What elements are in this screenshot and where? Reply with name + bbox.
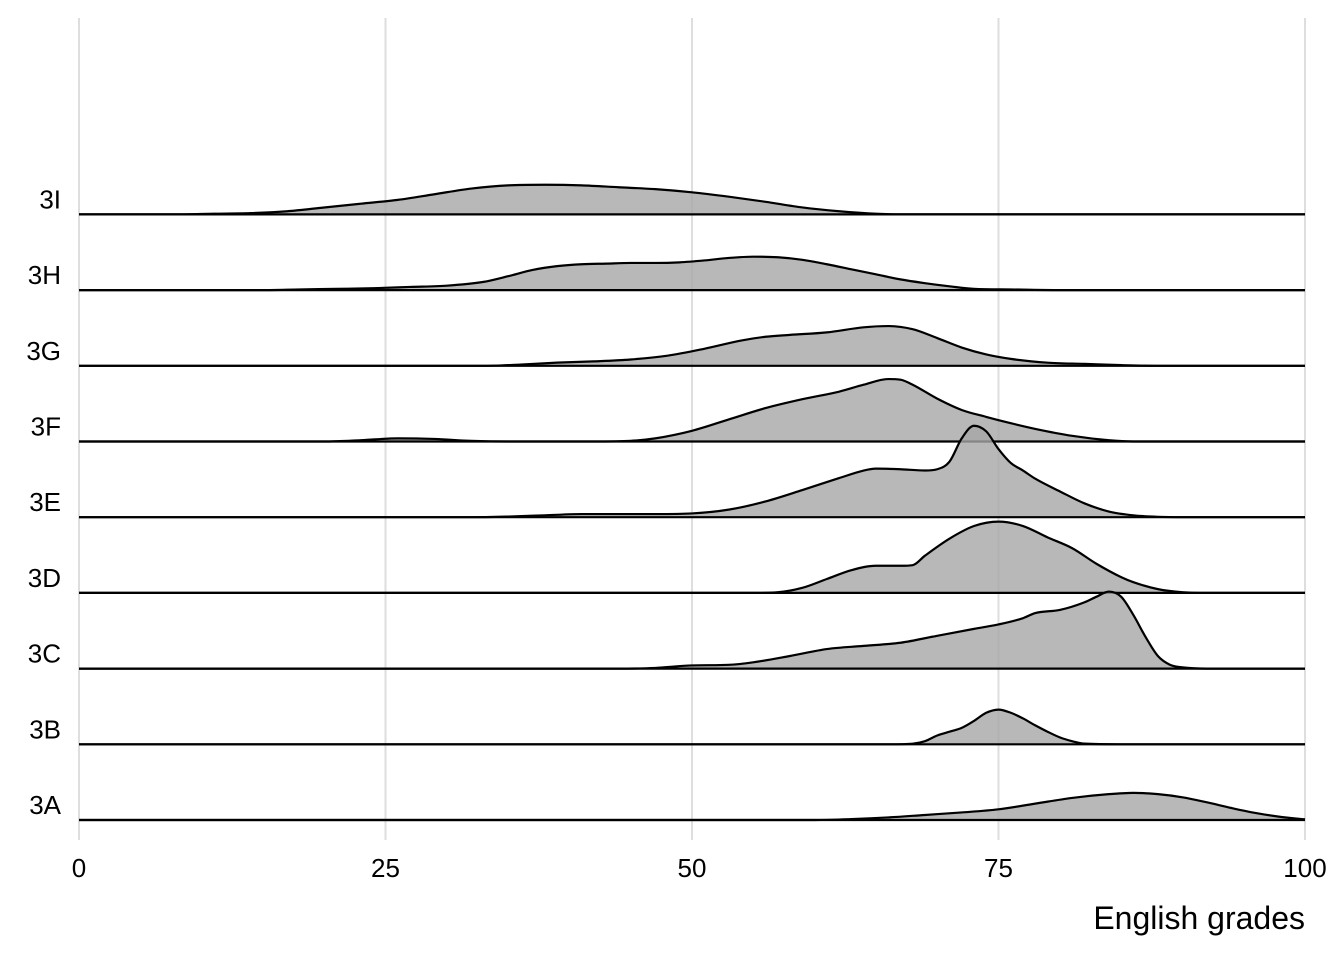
ridge-fill-3e — [79, 425, 1305, 518]
y-tick-label-3f: 3F — [31, 412, 61, 442]
y-tick-label-3b: 3B — [29, 714, 61, 744]
ridge-3i — [78, 183, 1305, 216]
ridge-fill-3h — [79, 256, 1305, 291]
x-tick-label-0: 0 — [72, 853, 86, 883]
y-tick-label-3h: 3H — [28, 260, 61, 290]
ridge-fill-3i — [79, 184, 1305, 215]
y-tick-label-3e: 3E — [29, 487, 61, 517]
ridge-fill-3f — [79, 379, 1305, 442]
x-axis-title: English grades — [1093, 900, 1305, 936]
ridge-line-3f — [79, 377, 1305, 443]
ridges-layer — [78, 183, 1306, 822]
ridge-3c — [79, 590, 1305, 670]
ridge-line-3h — [79, 255, 1305, 292]
y-tick-label-3d: 3D — [28, 563, 61, 593]
ridge-fill-3a — [79, 792, 1305, 820]
x-tick-label-75: 75 — [984, 853, 1013, 883]
ridge-fill-3d — [79, 521, 1305, 593]
x-tick-label-100: 100 — [1283, 853, 1326, 883]
ridge-3f — [79, 377, 1305, 443]
x-tick-label-25: 25 — [371, 853, 400, 883]
grid-layer — [78, 18, 1306, 840]
ridge-3d — [78, 520, 1305, 595]
y-tick-label-3a: 3A — [29, 790, 61, 820]
ridge-3b — [79, 708, 1305, 746]
y-tick-label-3c: 3C — [28, 639, 61, 669]
ridge-3g — [79, 324, 1305, 367]
x-tick-label-50: 50 — [678, 853, 707, 883]
ridge-line-3e — [78, 424, 1305, 519]
ridge-fill-3c — [79, 591, 1305, 669]
ridge-line-3c — [79, 590, 1305, 670]
x-axis-ticks: 0 25 50 75 100 — [72, 853, 1327, 883]
ridge-fill-3g — [79, 326, 1305, 366]
ridge-3a — [79, 791, 1306, 822]
ridge-line-3g — [79, 324, 1305, 367]
y-axis-labels: 3I 3H 3G 3F 3E 3D 3C 3B 3A — [26, 184, 61, 820]
ridge-fill-3b — [79, 709, 1305, 745]
ridge-3e — [78, 424, 1305, 519]
y-tick-label-3i: 3I — [39, 184, 61, 214]
ridge-line-3i — [78, 183, 1305, 216]
y-tick-label-3g: 3G — [26, 336, 61, 366]
ridge-3h — [79, 255, 1305, 292]
